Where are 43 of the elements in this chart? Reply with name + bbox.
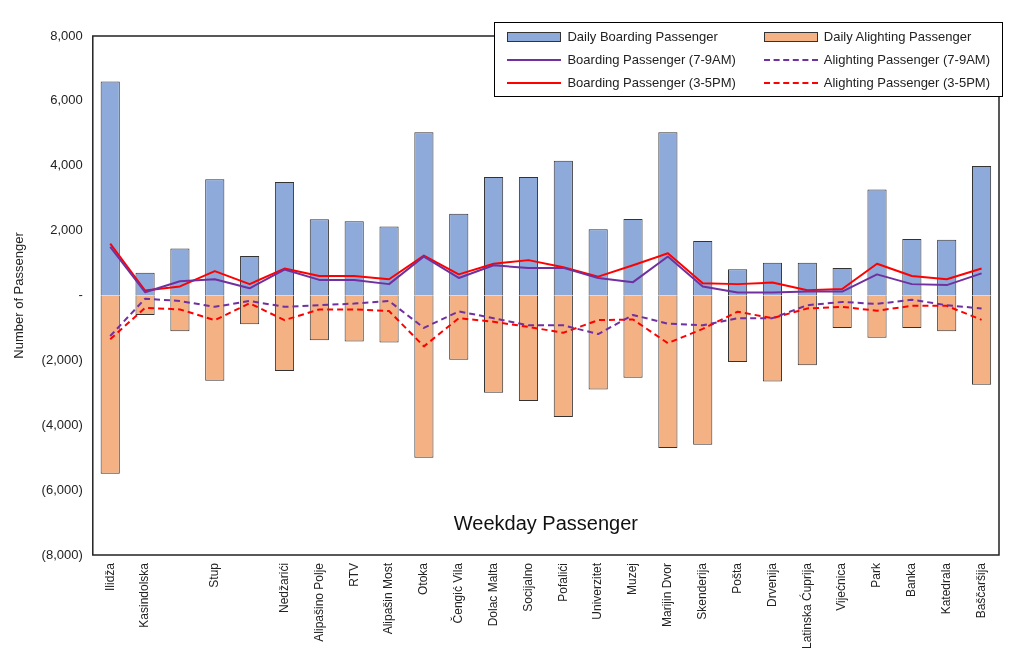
y-tick-label: (4,000) [41, 416, 83, 432]
x-tick-label: Banka [904, 562, 919, 597]
text: Weekday Passenger [453, 512, 639, 535]
x-tick-label: Drvenija [764, 562, 779, 607]
x-tick-label: Skenderija [695, 562, 710, 620]
x-tick-label: Čengić Vila [450, 562, 466, 624]
y-axis-title: Number of Passenger [11, 231, 27, 359]
x-tick-label: Socijalno [520, 562, 535, 612]
y-tick-label: 2,000 [50, 222, 83, 238]
y-tick-label: (6,000) [41, 481, 83, 497]
legend-label: Alighting Passenger (7-9AM) [823, 52, 990, 67]
x-tick-label: Alipašino Polje [311, 562, 326, 642]
legend-label: Boarding Passenger (7-9AM) [567, 52, 736, 67]
legend-label: Daily Alighting Passenger [823, 29, 972, 44]
x-tick-label: Katedrala [939, 562, 954, 615]
x-tick-label: Park [869, 561, 884, 588]
x-tick-label: Dolac Malta [485, 562, 500, 627]
y-tick-label: 6,000 [50, 92, 83, 108]
x-tick-label: Baščaršija [973, 562, 988, 619]
x-tick-label: RTV [346, 562, 361, 587]
legend-label: Alighting Passenger (3-5PM) [823, 75, 990, 90]
x-tick-label: Ilidža [102, 562, 117, 591]
y-tick-label: 8,000 [50, 27, 83, 43]
y-tick-label: (8,000) [41, 546, 83, 562]
line-series [109, 302, 983, 348]
y-tick-label: 4,000 [50, 157, 83, 173]
x-tick-label: Vijećnica [834, 562, 849, 611]
x-tick-label: Stup [207, 562, 222, 588]
x-tick-label: Muzej [625, 562, 640, 595]
legend-label: Boarding Passenger (3-5PM) [567, 75, 736, 90]
x-tick-label: Nedžarići [276, 562, 291, 613]
x-tick-label: Marijin Dvor [660, 562, 675, 627]
x-tick-label: Otoka [416, 562, 431, 595]
x-tick-label: Kasindolska [137, 562, 152, 628]
x-tick-label: Univerzitet [590, 562, 605, 620]
y-tick-label: (2,000) [41, 351, 83, 367]
x-tick-label: Latinska Ćuprija [798, 562, 814, 649]
line-series [109, 297, 983, 338]
x-tick-label: Pošta [729, 562, 744, 594]
x-tick-label: Alipašin Most [381, 562, 396, 635]
x-tick-label: Pofalići [555, 562, 570, 602]
legend-label: Daily Boarding Passenger [567, 29, 718, 44]
y-tick-label: - [78, 287, 83, 303]
